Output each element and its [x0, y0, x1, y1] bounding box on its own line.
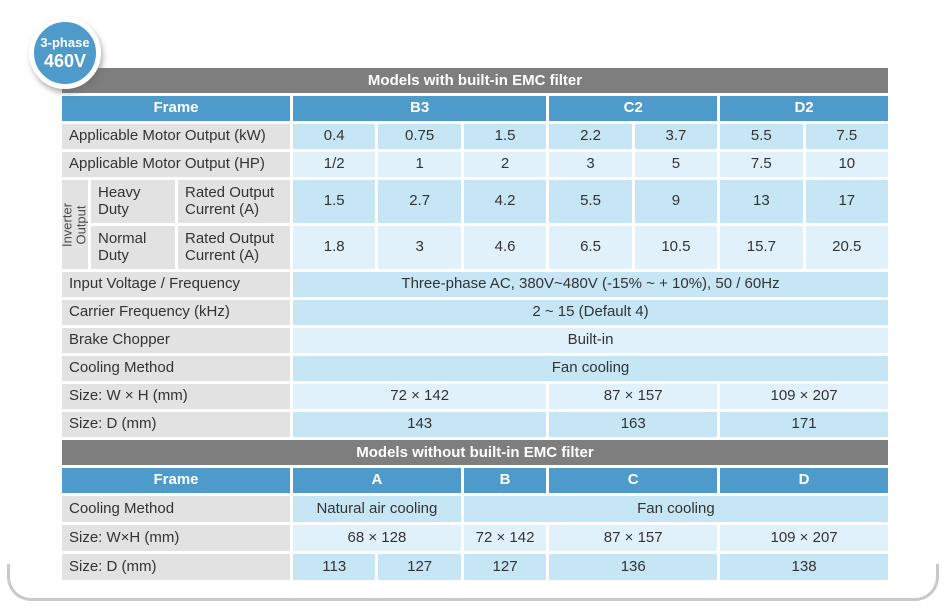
cell-size-wh-b3: 72 × 142	[293, 384, 547, 409]
table-with-emc-filter: Frame B3 C2 D2 Applicable Motor Output (…	[59, 96, 888, 437]
cell-kw-1: 0.75	[378, 124, 461, 149]
cell-heavy-4: 9	[634, 180, 718, 223]
cell-kw-6: 7.5	[805, 124, 888, 149]
cell-hp-3: 3	[549, 152, 632, 177]
frame2-header-d: D	[720, 468, 888, 493]
cell-size-wh-d2: 109 × 207	[720, 384, 888, 409]
cell-brake-chopper: Built-in	[293, 328, 888, 353]
row-label-size-wh-2: Size: W×H (mm)	[62, 525, 290, 551]
row-label-size-d-2: Size: D (mm)	[62, 554, 290, 580]
frame-header-b3: B3	[293, 96, 547, 121]
frame-header-label: Frame	[62, 96, 290, 121]
frame2-header-c: C	[549, 468, 718, 493]
cell-heavy-6: 17	[805, 180, 888, 223]
row-label-rated-output-current-normal: Rated Output Current (A)	[178, 226, 290, 269]
spec-tables: Models with built-in EMC filter Frame B3…	[59, 68, 888, 580]
cell2-size-d-a1: 113	[293, 554, 376, 580]
badge-phase-label: 3-phase	[40, 34, 90, 50]
section-title-without-emc-filter: Models without built-in EMC filter	[62, 440, 888, 465]
cell-hp-0: 1/2	[293, 152, 376, 177]
row-label-motor-output-hp: Applicable Motor Output (HP)	[62, 152, 290, 177]
cell2-size-d-d: 138	[720, 554, 888, 580]
row-label-normal-duty: Normal Duty	[91, 226, 175, 269]
row-label-motor-output-kw: Applicable Motor Output (kW)	[62, 124, 290, 149]
cell2-size-d-a2: 127	[378, 554, 461, 580]
cell-input-voltage: Three-phase AC, 380V~480V (-15% ~ + 10%)…	[293, 272, 888, 297]
cell2-size-d-c: 136	[549, 554, 718, 580]
page-bottom-border	[7, 564, 939, 601]
cell-kw-2: 1.5	[463, 124, 547, 149]
cell2-cooling-bcd: Fan cooling	[463, 496, 888, 522]
cell-hp-2: 2	[463, 152, 547, 177]
cell-size-wh-c2: 87 × 157	[549, 384, 718, 409]
cell-cooling-method: Fan cooling	[293, 356, 888, 381]
cell-normal-3: 6.5	[549, 226, 632, 269]
cell-normal-2: 4.6	[463, 226, 547, 269]
phase-voltage-badge: 3-phase 460V	[29, 17, 101, 89]
cell-size-d-b3: 143	[293, 412, 547, 437]
cell-normal-5: 15.7	[720, 226, 803, 269]
inverter-output-vertical-text: Inverter Output	[59, 202, 89, 247]
frame2-header-b: B	[463, 468, 547, 493]
cell-normal-4: 10.5	[634, 226, 718, 269]
cell-normal-0: 1.8	[293, 226, 376, 269]
row-label-heavy-duty: Heavy Duty	[91, 180, 175, 223]
cell-heavy-5: 13	[720, 180, 803, 223]
cell-kw-3: 2.2	[549, 124, 632, 149]
row-label-input-voltage: Input Voltage / Frequency	[62, 272, 290, 297]
row-label-rated-output-current-heavy: Rated Output Current (A)	[178, 180, 290, 223]
row-label-inverter-output: Inverter Output	[59, 180, 89, 269]
cell-normal-6: 20.5	[805, 226, 888, 269]
cell2-cooling-a: Natural air cooling	[293, 496, 461, 522]
cell-heavy-1: 2.7	[378, 180, 461, 223]
row-label-cooling-method-2: Cooling Method	[62, 496, 290, 522]
row-label-size-d: Size: D (mm)	[62, 412, 290, 437]
table-without-emc-filter: Frame A B C D Cooling Method Natural air…	[62, 468, 888, 580]
cell-hp-6: 10	[805, 152, 888, 177]
cell-normal-1: 3	[378, 226, 461, 269]
frame-header-d2: D2	[720, 96, 888, 121]
row-label-carrier-frequency: Carrier Frequency (kHz)	[62, 300, 290, 325]
cell-kw-4: 3.7	[634, 124, 718, 149]
cell-hp-5: 7.5	[720, 152, 803, 177]
cell-heavy-3: 5.5	[549, 180, 632, 223]
cell2-size-wh-d: 109 × 207	[720, 525, 888, 551]
cell-carrier-frequency: 2 ~ 15 (Default 4)	[293, 300, 888, 325]
cell-heavy-0: 1.5	[293, 180, 376, 223]
cell-kw-5: 5.5	[720, 124, 803, 149]
badge-voltage-label: 460V	[43, 50, 87, 71]
row-label-cooling-method: Cooling Method	[62, 356, 290, 381]
cell2-size-wh-b: 72 × 142	[463, 525, 547, 551]
row-label-brake-chopper: Brake Chopper	[62, 328, 290, 353]
cell2-size-wh-a: 68 × 128	[293, 525, 461, 551]
cell-hp-4: 5	[634, 152, 718, 177]
cell2-size-wh-c: 87 × 157	[549, 525, 718, 551]
section-title-with-emc-filter: Models with built-in EMC filter	[62, 68, 888, 93]
cell-heavy-2: 4.2	[463, 180, 547, 223]
cell-size-d-c2: 163	[549, 412, 718, 437]
frame2-header-a: A	[293, 468, 461, 493]
cell-hp-1: 1	[378, 152, 461, 177]
cell-size-d-d2: 171	[720, 412, 888, 437]
frame-header-c2: C2	[549, 96, 718, 121]
cell2-size-d-b: 127	[463, 554, 547, 580]
cell-kw-0: 0.4	[293, 124, 376, 149]
row-label-size-wh: Size: W × H (mm)	[62, 384, 290, 409]
frame2-header-label: Frame	[62, 468, 290, 493]
